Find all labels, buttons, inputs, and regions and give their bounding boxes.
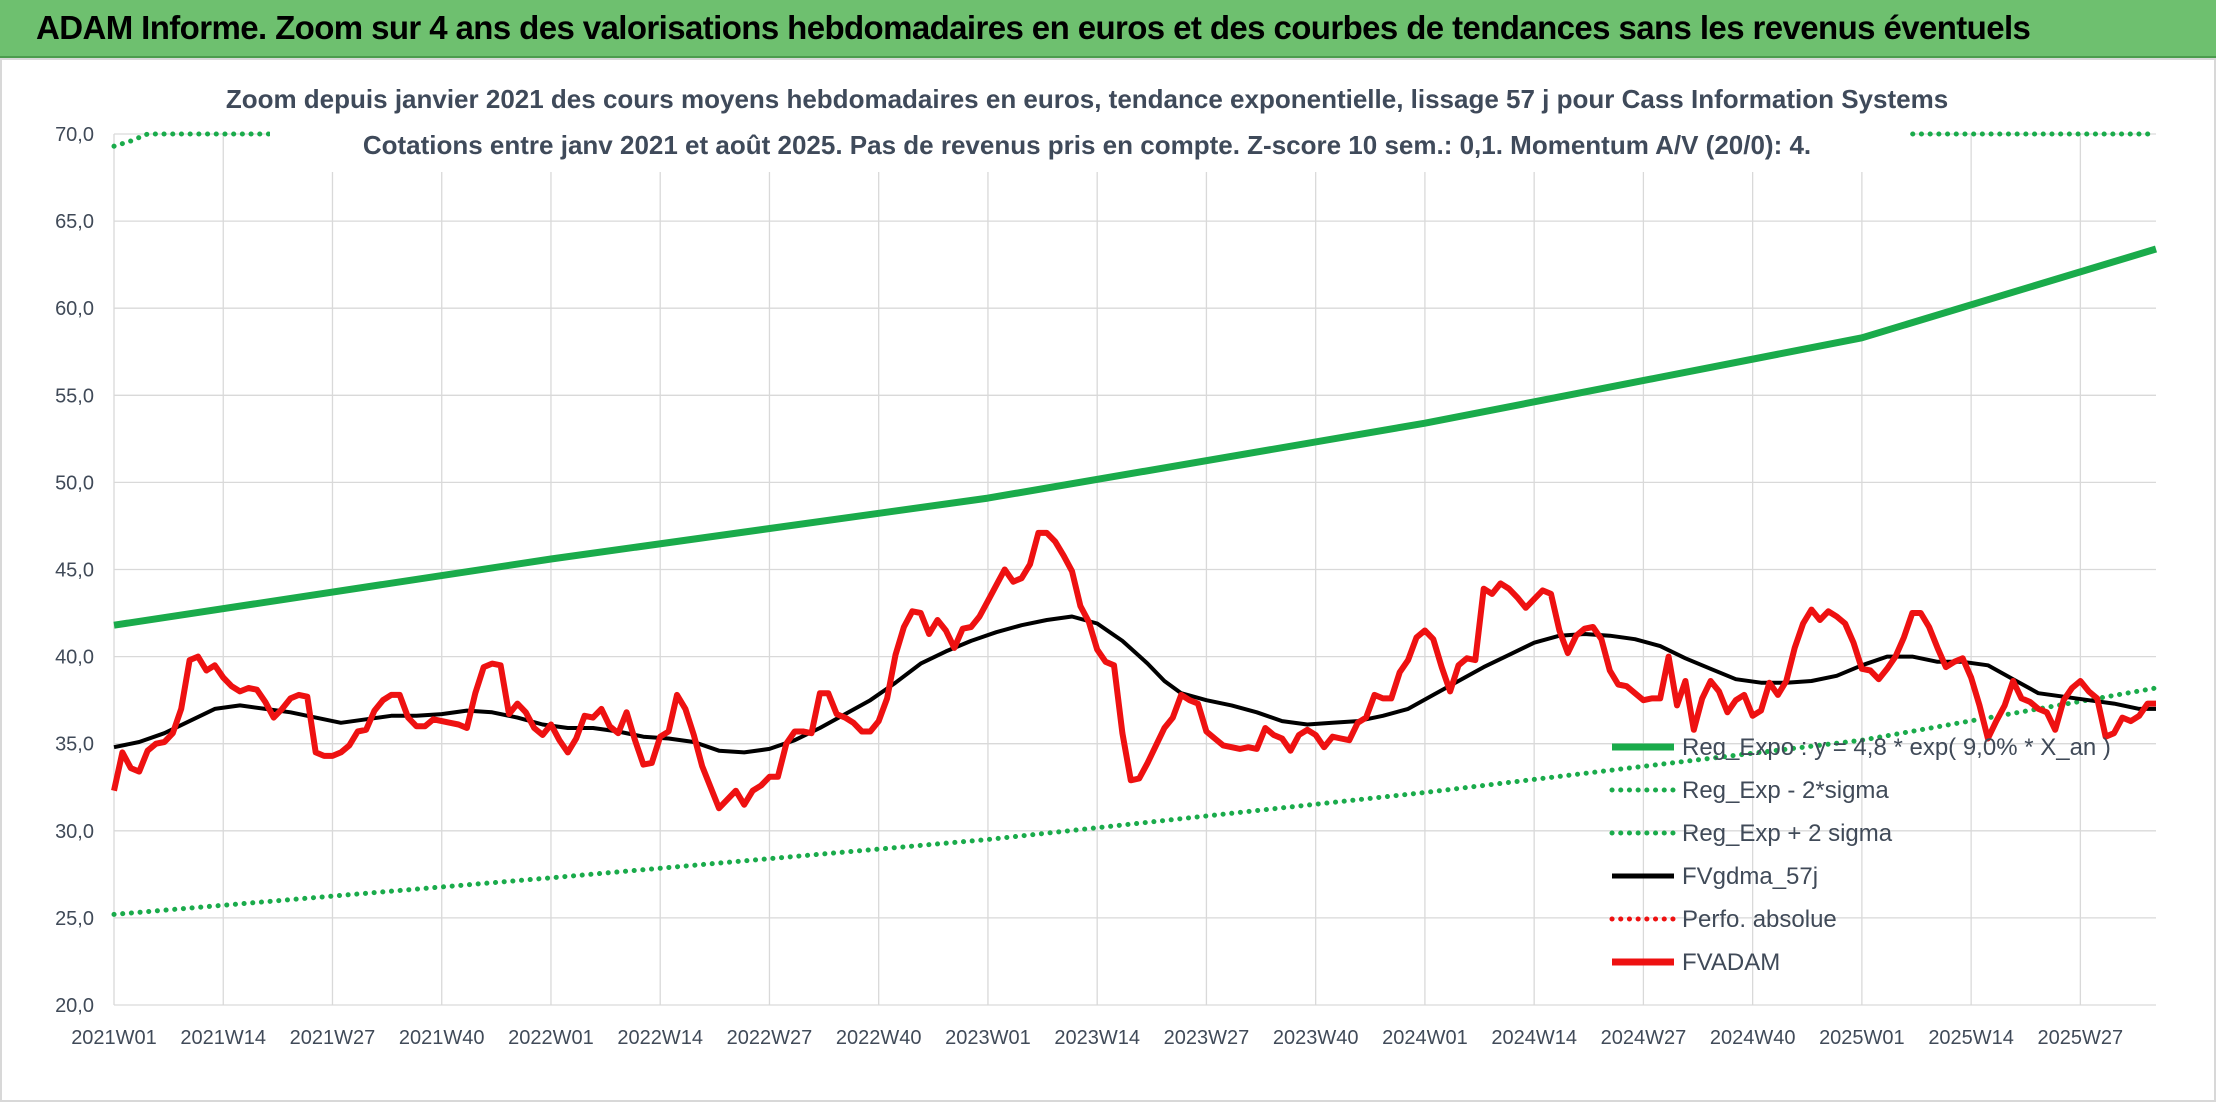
x-tick-label: 2022W14 <box>617 1027 703 1049</box>
y-tick-label: 60,0 <box>55 298 94 320</box>
chart-grid <box>113 133 2156 1006</box>
x-tick-label: 2023W40 <box>1273 1027 1359 1049</box>
series-line <box>111 529 2156 812</box>
x-tick-label: 2021W01 <box>71 1027 157 1049</box>
x-tick-label: 2021W14 <box>180 1027 266 1049</box>
legend-label: FVgdma_57j <box>1682 863 1818 890</box>
x-tick-label: 2021W27 <box>290 1027 376 1049</box>
x-tick-label: 2025W01 <box>1819 1027 1905 1049</box>
header-banner: ADAM Informe. Zoom sur 4 ans des valoris… <box>0 0 2216 58</box>
y-tick-label: 30,0 <box>55 821 94 843</box>
x-tick-label: 2023W01 <box>945 1027 1031 1049</box>
x-tick-label: 2022W40 <box>836 1027 922 1049</box>
x-tick-label: 2024W40 <box>1710 1027 1796 1049</box>
x-tick-label: 2025W14 <box>1928 1027 2014 1049</box>
chart-legend: Reg_Expo : y = 4,8 * exp( 9,0% * X_an ) R… <box>1609 734 2111 976</box>
page-title: ADAM Informe. Zoom sur 4 ans des valoris… <box>36 9 2031 46</box>
y-tick-label: 45,0 <box>55 560 94 582</box>
line-chart: 20,0 25,0 30,0 35,0 40,0 45,0 50,0 55,0 60,0 65,0… <box>55 60 2159 1049</box>
series-line <box>113 614 2156 755</box>
x-tick-label: 2023W14 <box>1054 1027 1140 1049</box>
y-tick-label: 25,0 <box>55 908 94 930</box>
y-axis: 20,0 25,0 30,0 35,0 40,0 45,0 50,0 55,0 60,0 65,0… <box>55 124 94 1017</box>
chart-series <box>111 131 2159 917</box>
y-tick-label: 50,0 <box>55 472 94 494</box>
legend-label: Reg_Expo : y = 4,8 * exp( 9,0% * X_an ) <box>1682 734 2111 761</box>
chart-title: Zoom depuis janvier 2021 des cours moyen… <box>226 84 1948 114</box>
legend-label: FVADAM <box>1682 949 1780 976</box>
x-tick-label: 2024W27 <box>1601 1027 1687 1049</box>
x-tick-label: 2024W14 <box>1491 1027 1577 1049</box>
x-axis: 2021W01 2021W14 2021W27 2021W40 2022W01 2022W… <box>71 1027 2123 1049</box>
series-line <box>113 245 2158 629</box>
x-tick-label: 2025W27 <box>2038 1027 2124 1049</box>
y-tick-label: 20,0 <box>55 995 94 1017</box>
chart-subtitle: Cotations entre janv 2021 et août 2025. … <box>363 130 1811 160</box>
x-tick-label: 2022W01 <box>508 1027 594 1049</box>
y-tick-label: 55,0 <box>55 385 94 407</box>
legend-label: Perfo. absolue <box>1682 906 1837 933</box>
y-tick-label: 70,0 <box>55 124 94 146</box>
x-tick-label: 2023W27 <box>1164 1027 1250 1049</box>
legend-label: Reg_Exp + 2 sigma <box>1682 820 1893 847</box>
x-tick-label: 2022W27 <box>727 1027 813 1049</box>
chart-frame: 20,0 25,0 30,0 35,0 40,0 45,0 50,0 55,0 60,0 65,0… <box>0 58 2216 1102</box>
title-backdrop <box>270 60 1910 172</box>
legend-label: Reg_Exp - 2*sigma <box>1682 777 1889 804</box>
series-line <box>111 131 2159 149</box>
y-tick-label: 40,0 <box>55 647 94 669</box>
y-tick-label: 35,0 <box>55 734 94 756</box>
x-tick-label: 2021W40 <box>399 1027 485 1049</box>
y-tick-label: 65,0 <box>55 211 94 233</box>
x-tick-label: 2024W01 <box>1382 1027 1468 1049</box>
series-line <box>111 685 2159 917</box>
